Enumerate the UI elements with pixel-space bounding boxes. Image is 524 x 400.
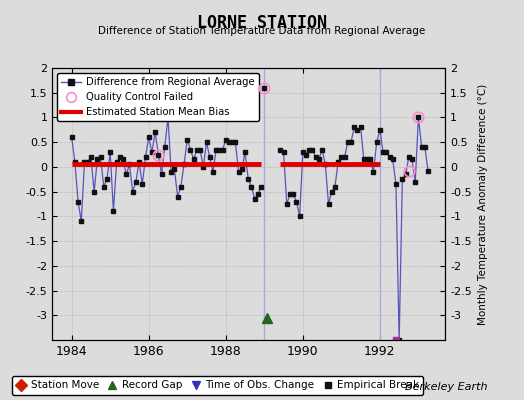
Text: LORNE STATION: LORNE STATION [197,14,327,32]
Text: Difference of Station Temperature Data from Regional Average: Difference of Station Temperature Data f… [99,26,425,36]
Legend: Station Move, Record Gap, Time of Obs. Change, Empirical Break: Station Move, Record Gap, Time of Obs. C… [12,376,423,395]
Y-axis label: Monthly Temperature Anomaly Difference (°C): Monthly Temperature Anomaly Difference (… [477,83,487,325]
Text: Berkeley Earth: Berkeley Earth [405,382,487,392]
